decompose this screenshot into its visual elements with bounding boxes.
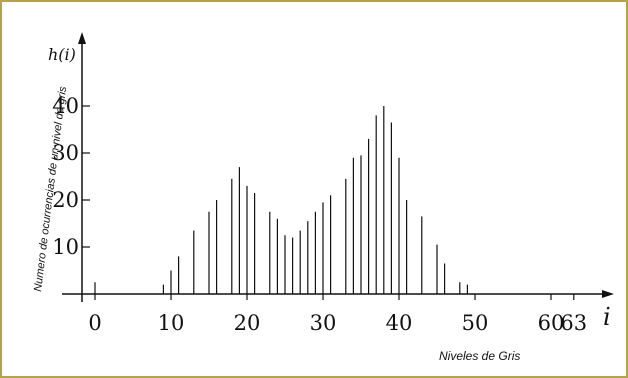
bars-group	[94, 106, 468, 294]
x-tick-label: 20	[234, 311, 261, 335]
y-tick-label: 40	[52, 94, 79, 118]
x-tick-label: 10	[158, 311, 185, 335]
x-tick-label: 50	[462, 311, 489, 335]
x-tick-label: 60	[538, 311, 565, 335]
x-tick-label: 63	[560, 311, 587, 335]
y-axis-arrow-icon	[78, 32, 86, 44]
x-tick-label: 30	[310, 311, 337, 335]
x-tick-label: 0	[88, 311, 101, 335]
y-tick-label: 10	[52, 235, 79, 259]
y-tick-label: 30	[52, 141, 79, 165]
x-axis-label: Niveles de Gris	[439, 349, 520, 363]
x-axis-arrow-icon	[602, 290, 614, 298]
x-axis-symbol: i	[603, 303, 611, 331]
x-tick-label: 40	[386, 311, 413, 335]
y-tick-label: 20	[52, 188, 79, 212]
y-axis-symbol: h(i)	[48, 45, 76, 64]
y-ticks-group: 10 20 30 40	[52, 94, 90, 259]
